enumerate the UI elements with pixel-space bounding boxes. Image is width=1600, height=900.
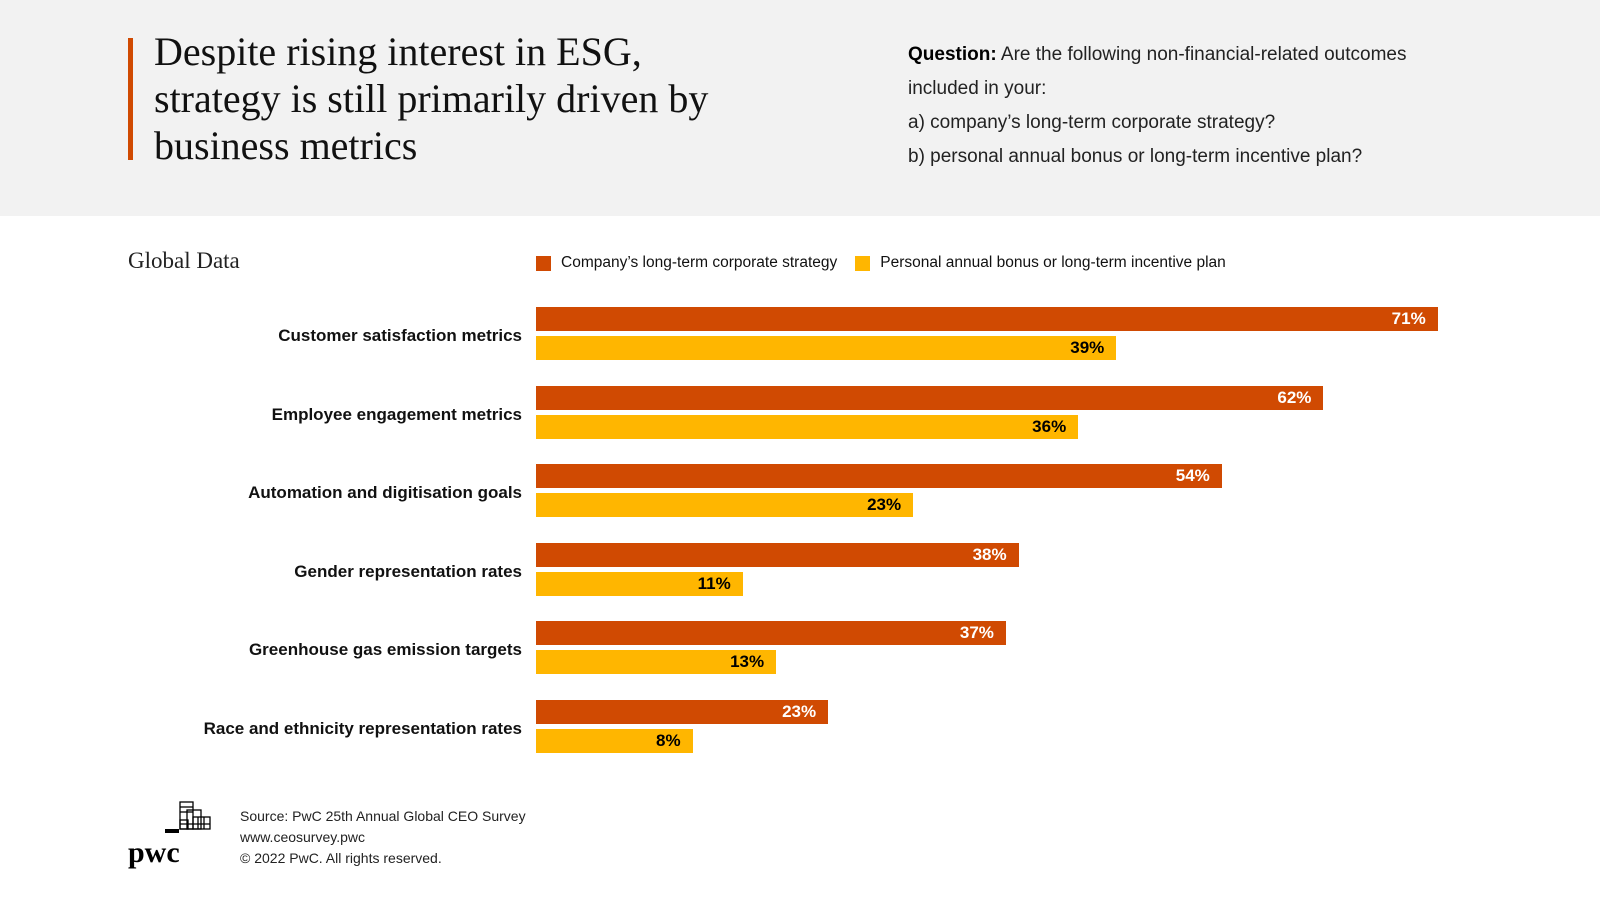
data-label: 36%	[1032, 416, 1067, 436]
section-title: Global Data	[128, 248, 240, 273]
option-a: a) company’s long-term corporate strateg…	[908, 112, 1276, 133]
category-label: Customer satisfaction metrics	[278, 326, 522, 345]
category-label: Employee engagement metrics	[271, 404, 522, 424]
question-body: Are the following non-financial-related …	[908, 44, 1407, 99]
header-panel: Despite rising interest in ESG, strategy…	[0, 0, 1600, 216]
option-b: b) personal annual bonus or long-term in…	[908, 146, 1363, 167]
footer: Source: PwC 25th Annual Global CEO Surve…	[240, 806, 526, 869]
data-label: 23%	[782, 701, 817, 721]
bar-bonus	[536, 650, 777, 674]
data-label: 23%	[867, 495, 902, 514]
bar-strategy	[536, 542, 1019, 567]
copyright: © 2022 PwC. All rights reserved.	[240, 850, 442, 866]
logo-wordmark: pwc	[128, 836, 180, 869]
legend-item-strategy: Company’s long-term corporate strategy	[536, 254, 837, 272]
bar-bonus	[536, 728, 693, 753]
bar-bonus	[536, 493, 914, 517]
data-label: 71%	[1391, 309, 1426, 328]
question-text: Question: Are the following non-financia…	[908, 38, 1468, 106]
bar-strategy	[536, 307, 1438, 331]
accent-rule	[128, 38, 133, 160]
data-label: 11%	[697, 573, 731, 593]
footer-url[interactable]: www.ceosurvey.pwc	[240, 829, 366, 845]
question-label: Question:	[908, 44, 997, 65]
category-label: Gender representation rates	[294, 561, 522, 581]
source-note: Source: PwC 25th Annual Global CEO Surve…	[240, 808, 526, 824]
legend-swatch-bonus	[855, 255, 871, 271]
category-label: Greenhouse gas emission targets	[248, 640, 522, 659]
category-label: Race and ethnicity representation rates	[203, 718, 522, 738]
legend-item-bonus: Personal annual bonus or long-term incen…	[855, 254, 1226, 272]
legend-swatch-strategy	[536, 255, 551, 271]
headline-line: Despite rising interest in ESG,	[154, 29, 642, 74]
bar-strategy	[536, 385, 1324, 410]
data-label: 39%	[1070, 338, 1105, 357]
bar-strategy	[536, 464, 1222, 488]
bar-strategy	[536, 699, 829, 724]
headline: Despite rising interest in ESG, strategy…	[154, 28, 794, 169]
data-label: 8%	[656, 730, 681, 750]
data-label: 62%	[1277, 387, 1312, 407]
pwc-logo: pwc	[128, 800, 218, 870]
bar-strategy	[536, 621, 1006, 645]
legend-label-bonus: Personal annual bonus or long-term incen…	[880, 254, 1226, 271]
data-label: 37%	[959, 623, 994, 642]
bar-bonus	[536, 571, 743, 596]
data-label: 54%	[1175, 466, 1210, 485]
headline-line: business metrics	[154, 123, 418, 168]
bar-bonus	[536, 414, 1079, 439]
chart-legend: Company’s long-term corporate strategy P…	[536, 254, 1244, 272]
data-label: 13%	[730, 652, 765, 671]
category-label: Automation and digitisation goals	[248, 483, 522, 502]
question-block: Question: Are the following non-financia…	[908, 38, 1468, 174]
bar-bonus	[536, 336, 1117, 360]
data-label: 38%	[972, 544, 1007, 564]
pwc-logo-icon: pwc	[128, 801, 211, 869]
legend-label-strategy: Company’s long-term corporate strategy	[561, 254, 838, 271]
headline-line: strategy is still primarily driven by	[154, 76, 709, 121]
